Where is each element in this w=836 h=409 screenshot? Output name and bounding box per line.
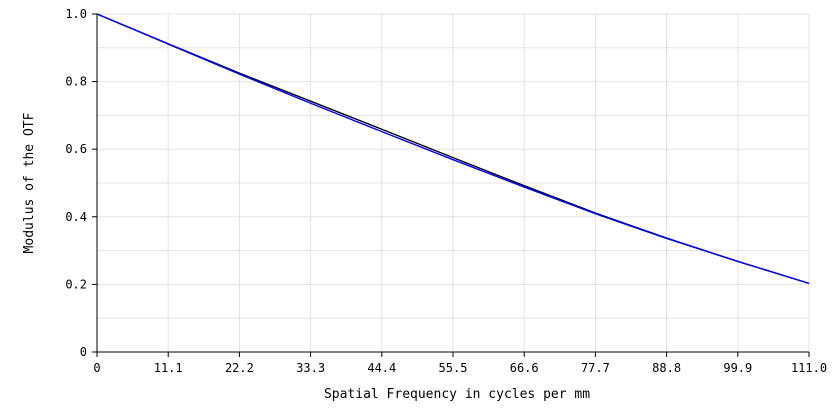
x-tick-label: 55.5 — [439, 361, 468, 375]
x-tick-label: 0 — [93, 361, 100, 375]
y-tick-label: 0.6 — [65, 142, 87, 156]
y-tick-label: 0.8 — [65, 75, 87, 89]
x-tick-label: 33.3 — [296, 361, 325, 375]
y-tick-label: 0.2 — [65, 277, 87, 291]
grid — [96, 13, 810, 353]
x-tick-label: 111.0 — [791, 361, 827, 375]
series-lines — [96, 13, 810, 285]
y-tick-label: 0 — [80, 345, 87, 359]
y-axis-title: Modulus of the OTF — [22, 112, 37, 253]
x-tick-label: 99.9 — [723, 361, 752, 375]
axes — [92, 13, 810, 357]
tick-labels: 0 11.1 22.2 33.3 44.4 55.5 66.6 77.7 88.8 99.9 111… — [65, 7, 827, 375]
x-tick-label: 11.1 — [154, 361, 183, 375]
x-tick-label: 22.2 — [225, 361, 254, 375]
x-tick-label: 88.8 — [652, 361, 681, 375]
series-line-2 — [96, 13, 810, 285]
x-tick-label: 66.6 — [510, 361, 539, 375]
x-tick-label: 77.7 — [581, 361, 610, 375]
y-tick-label: 1.0 — [65, 7, 87, 21]
x-axis-title: Spatial Frequency in cycles per mm — [324, 387, 590, 402]
x-tick-label: 44.4 — [367, 361, 396, 375]
y-tick-label: 0.4 — [65, 210, 87, 224]
